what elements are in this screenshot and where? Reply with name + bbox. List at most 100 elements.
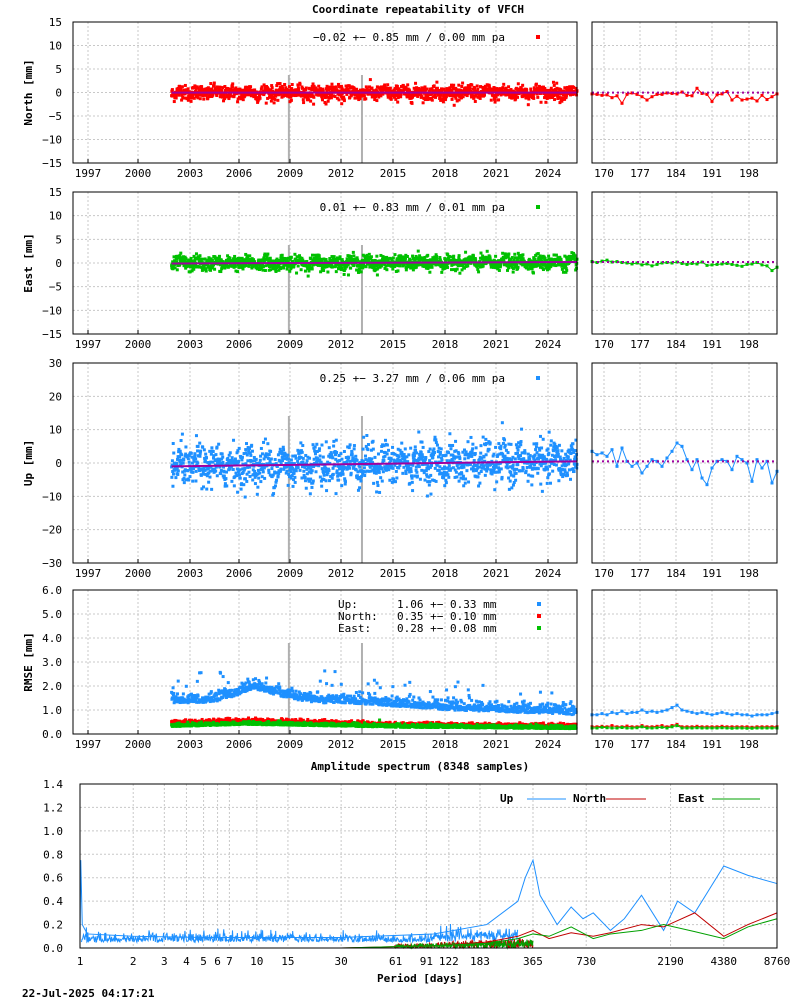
- zoom-point: [705, 92, 709, 96]
- data-point: [277, 92, 281, 96]
- data-point: [373, 468, 377, 472]
- data-point: [358, 465, 362, 469]
- data-point: [414, 448, 418, 452]
- data-point: [267, 264, 271, 268]
- data-point: [212, 456, 216, 460]
- data-point: [378, 87, 382, 91]
- data-point: [428, 270, 432, 274]
- rmse-point: [240, 681, 244, 685]
- data-point: [233, 457, 237, 461]
- zoom-point: [595, 453, 599, 457]
- data-point: [339, 263, 343, 267]
- data-point: [371, 447, 375, 451]
- data-point: [415, 257, 419, 261]
- data-point: [493, 488, 497, 492]
- data-point: [539, 464, 543, 468]
- data-point: [403, 459, 407, 463]
- data-point: [549, 443, 553, 447]
- data-point: [493, 266, 497, 270]
- data-point: [492, 86, 496, 90]
- data-point: [308, 479, 312, 483]
- data-point: [188, 475, 192, 479]
- data-point: [436, 468, 440, 472]
- data-point: [355, 87, 359, 91]
- data-point: [315, 450, 319, 454]
- data-point: [523, 451, 527, 455]
- data-point: [222, 474, 226, 478]
- data-point: [434, 95, 438, 99]
- data-point: [526, 452, 530, 456]
- data-point: [217, 256, 221, 260]
- data-point: [298, 254, 302, 258]
- data-point: [452, 83, 456, 87]
- data-point: [377, 470, 381, 474]
- data-point: [289, 98, 293, 102]
- data-point: [296, 264, 300, 268]
- data-point: [464, 250, 468, 254]
- data-point: [491, 454, 495, 458]
- data-point: [332, 255, 336, 259]
- data-point: [361, 266, 365, 270]
- data-point: [247, 93, 251, 97]
- data-point: [236, 461, 240, 465]
- data-point: [391, 451, 395, 455]
- data-point: [368, 85, 372, 89]
- data-point: [402, 465, 406, 469]
- data-point: [407, 93, 411, 97]
- data-point: [514, 478, 518, 482]
- data-point: [518, 469, 522, 473]
- data-point: [394, 469, 398, 473]
- data-point: [184, 452, 188, 456]
- data-point: [488, 441, 492, 445]
- data-point: [569, 477, 573, 481]
- data-point: [443, 95, 447, 99]
- rmse-point: [226, 681, 230, 685]
- data-point: [282, 266, 286, 270]
- data-point: [421, 257, 425, 261]
- data-point: [536, 467, 540, 471]
- data-point: [478, 465, 482, 469]
- data-point: [462, 484, 466, 488]
- data-point: [383, 465, 387, 469]
- data-point: [196, 444, 200, 448]
- data-point: [312, 84, 316, 88]
- data-point: [257, 476, 261, 480]
- data-point: [538, 434, 542, 438]
- data-point: [351, 92, 355, 96]
- data-point: [528, 94, 532, 98]
- data-point: [543, 457, 547, 461]
- data-point: [263, 268, 267, 272]
- data-point: [379, 253, 383, 257]
- data-point: [566, 457, 570, 461]
- data-point: [545, 481, 549, 485]
- data-point: [345, 257, 349, 261]
- data-point: [224, 477, 228, 481]
- data-point: [424, 455, 428, 459]
- data-point: [410, 101, 414, 105]
- data-point: [548, 261, 552, 265]
- data-point: [419, 450, 423, 454]
- data-point: [420, 440, 424, 444]
- data-point: [220, 463, 224, 467]
- data-point: [466, 264, 470, 268]
- data-point: [438, 97, 442, 101]
- data-point: [316, 263, 320, 267]
- data-point: [214, 87, 218, 91]
- data-point: [329, 259, 333, 263]
- data-point: [300, 476, 304, 480]
- data-point: [453, 92, 457, 96]
- data-point: [411, 489, 415, 493]
- data-point: [393, 452, 397, 456]
- rmse-point: [242, 686, 246, 690]
- data-point: [422, 462, 426, 466]
- data-point: [375, 490, 379, 494]
- data-point: [296, 448, 300, 452]
- data-point: [544, 100, 548, 104]
- data-point: [332, 444, 336, 448]
- data-point: [373, 93, 377, 97]
- data-point: [174, 476, 178, 480]
- data-point: [432, 478, 436, 482]
- data-point: [506, 466, 510, 470]
- data-point: [535, 442, 539, 446]
- data-point: [544, 88, 548, 92]
